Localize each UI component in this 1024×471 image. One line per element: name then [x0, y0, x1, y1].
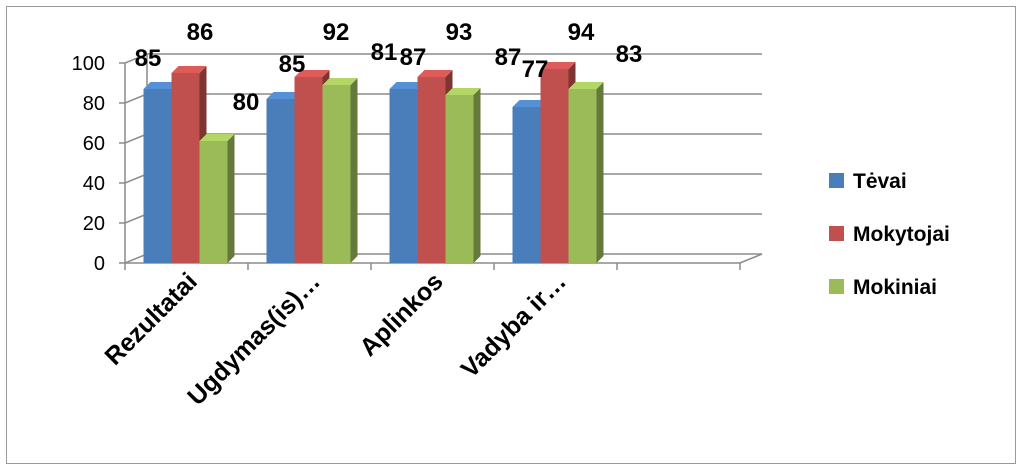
category-label: Aplinkos [354, 267, 448, 361]
side-wall-line [124, 133, 148, 144]
y-tick-label: 100 [72, 53, 105, 75]
bar-top [512, 100, 548, 107]
bar-mokiniai [199, 134, 235, 263]
bar-top [389, 82, 425, 89]
bar-mokiniai [568, 82, 604, 263]
y-tick-label: 80 [83, 93, 105, 115]
data-label: 92 [323, 19, 350, 46]
data-label: 87 [400, 44, 427, 71]
bar-front [512, 107, 541, 263]
bar-mokiniai [322, 78, 358, 263]
bar-top [171, 66, 207, 73]
legend: Tėvai Mokytojai Mokiniai [829, 170, 950, 299]
legend-swatch [829, 279, 844, 294]
bar-front [568, 89, 597, 263]
bar-front [389, 89, 418, 263]
data-label: 87 [495, 44, 522, 71]
category-label: Vadyba ir… [456, 267, 572, 383]
bar-front [199, 141, 228, 263]
bar-top [322, 78, 358, 85]
bars [143, 62, 604, 263]
floor-right-edge [739, 253, 763, 264]
bar-side [596, 82, 604, 263]
bar-front [294, 77, 323, 263]
data-label: 80 [233, 89, 260, 116]
y-tick-label: 40 [83, 173, 105, 195]
legend-item-mokiniai: Mokiniai [829, 276, 937, 299]
bar-front [171, 73, 200, 263]
bar-top [294, 70, 330, 77]
data-label: 85 [279, 51, 306, 78]
bar-side [473, 88, 481, 263]
legend-label: Mokytojai [853, 223, 950, 246]
legend-item-tėvai: Tėvai [829, 170, 907, 193]
legend-swatch [829, 173, 844, 188]
legend-label: Mokiniai [853, 276, 937, 299]
bar-front [266, 99, 295, 263]
bar-top [540, 62, 576, 69]
category-label: Rezultatai [99, 267, 202, 370]
y-tick-label: 20 [83, 213, 105, 235]
y-tick-label: 60 [83, 133, 105, 155]
legend-swatch [829, 226, 844, 241]
bar-top [445, 88, 481, 95]
legend-item-mokytojai: Mokytojai [829, 223, 950, 246]
data-label: 86 [187, 19, 214, 46]
bar-mokiniai [445, 88, 481, 263]
bar-front [322, 85, 351, 263]
bar-top [199, 134, 235, 141]
bar-top [417, 70, 453, 77]
bar-top [568, 82, 604, 89]
data-label: 94 [568, 19, 595, 46]
bar-top [143, 82, 179, 89]
side-wall-line [124, 253, 148, 264]
data-label: 85 [135, 45, 162, 72]
side-wall-line [124, 173, 148, 184]
bar-side [350, 78, 358, 263]
y-tick-label: 0 [94, 253, 105, 275]
bar-side [227, 134, 235, 263]
bar-front [417, 77, 446, 263]
bar-front [540, 69, 569, 263]
data-label: 93 [446, 19, 473, 46]
data-label: 81 [371, 39, 398, 66]
data-label: 83 [616, 41, 643, 68]
side-wall-line [124, 93, 148, 104]
side-wall-line [124, 213, 148, 224]
bar-front [445, 95, 474, 263]
legend-label: Tėvai [853, 170, 907, 193]
data-label: 77 [522, 56, 549, 83]
category-label: Ugdymas(is)… [182, 267, 326, 411]
side-wall-line [124, 53, 148, 64]
y-tick-labels: 0 20 40 60 80 100 [72, 53, 105, 275]
bar-top [266, 92, 302, 99]
bar-front [143, 89, 172, 263]
